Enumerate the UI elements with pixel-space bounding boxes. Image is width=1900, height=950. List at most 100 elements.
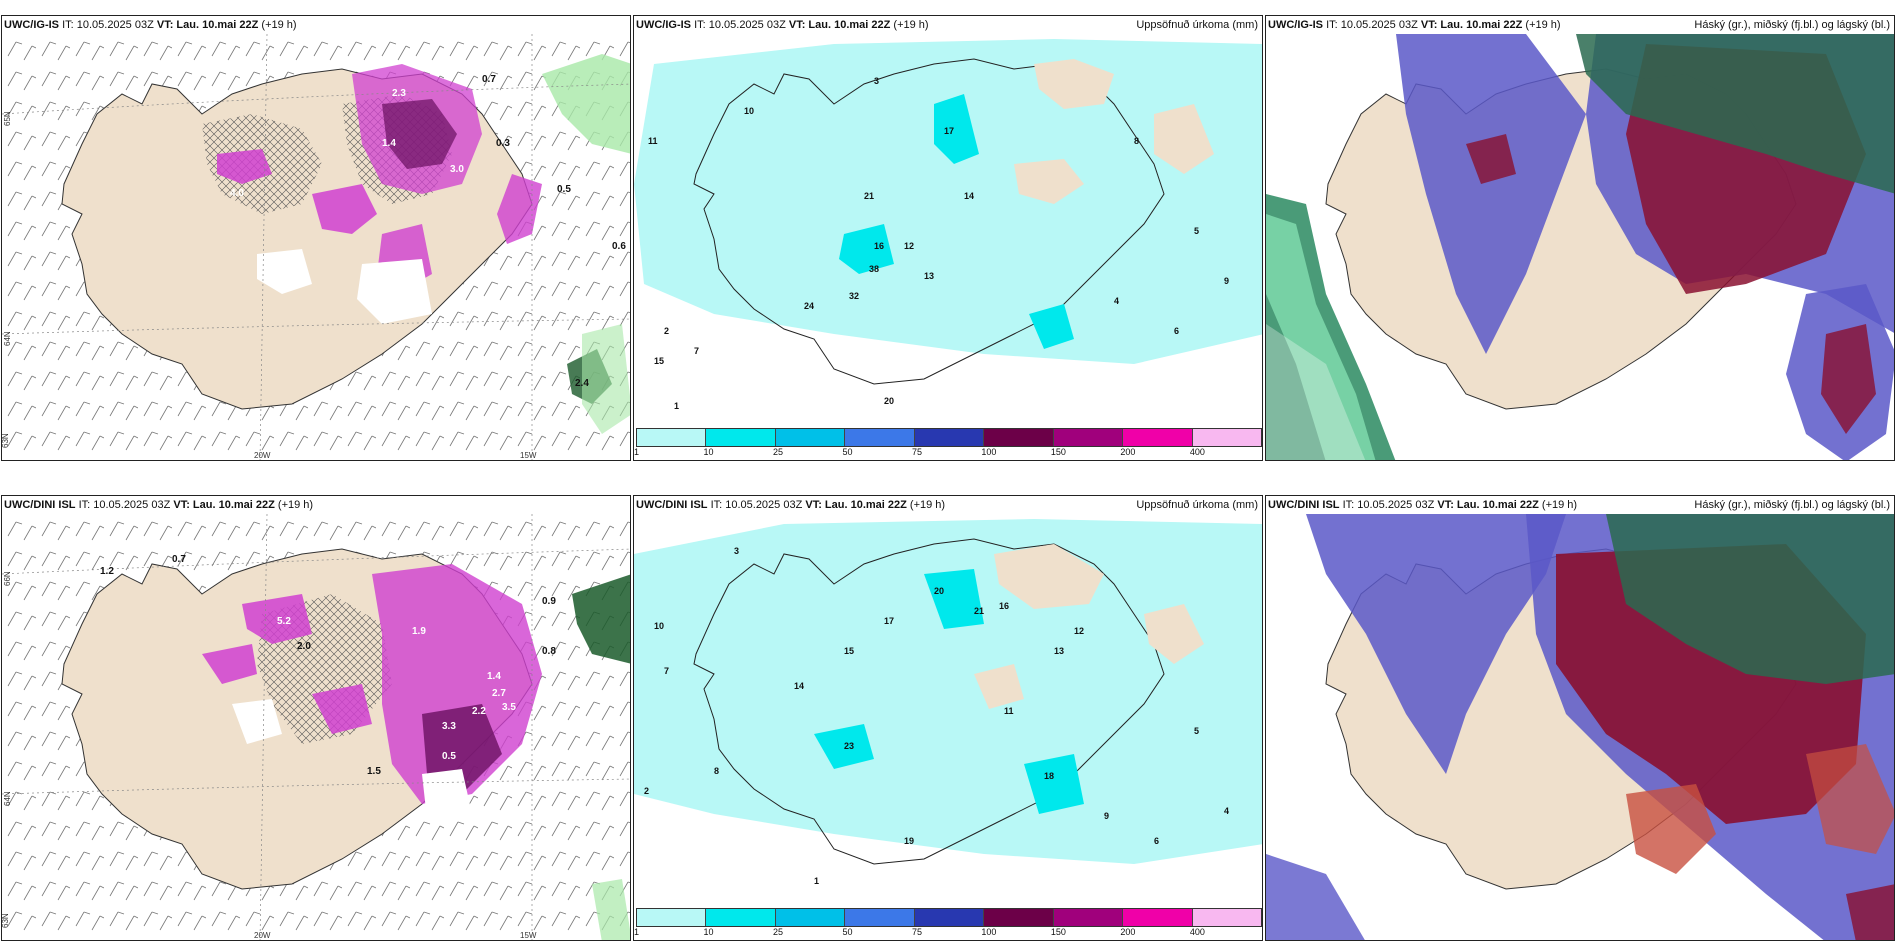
map-value: 1.5 xyxy=(367,766,381,777)
map-value: 0.7 xyxy=(482,74,496,85)
legend-tick: 75 xyxy=(911,927,922,937)
precip-value: 19 xyxy=(904,836,914,846)
cloud-title: Háský (gr.), miðský (fj.bl.) og lágský (… xyxy=(1694,499,1890,511)
legend-swatch xyxy=(775,429,846,446)
lat-label: 64N xyxy=(3,331,12,346)
precip-value: 16 xyxy=(999,601,1009,611)
lead-time: (+19 h) xyxy=(893,19,929,31)
precip-value: 24 xyxy=(804,301,814,311)
lead-time: (+19 h) xyxy=(909,499,946,511)
issue-time: IT: 10.05.2025 03Z xyxy=(62,19,154,31)
legend-swatch xyxy=(637,909,707,926)
legend-swatch xyxy=(845,429,915,446)
legend-tick: 100 xyxy=(981,447,997,457)
precip-value: 13 xyxy=(1054,646,1064,656)
map-value: 1.2 xyxy=(100,566,114,577)
model-name: UWC/IG-IS xyxy=(4,19,59,31)
precip-value: 3 xyxy=(874,76,879,86)
map-value: 2.7 xyxy=(492,688,506,699)
map-value: 1.4 xyxy=(487,671,501,682)
panel-header: UWC/DINI ISL IT: 10.05.2025 03Z VT: Lau.… xyxy=(4,499,626,515)
precip-map: 3 10 20 21 16 17 15 14 12 13 18 23 7 9 5… xyxy=(634,514,1262,904)
precip-value: 9 xyxy=(1224,276,1229,286)
precip-value: 8 xyxy=(1134,136,1139,146)
precip-value: 21 xyxy=(974,606,984,616)
legend-tick: 10 xyxy=(703,447,714,457)
legend-tick: 10 xyxy=(703,927,714,937)
lat-label: 63N xyxy=(2,433,10,448)
legend-swatch xyxy=(1192,909,1261,926)
precip-value: 7 xyxy=(664,666,669,676)
precip-value: 6 xyxy=(1174,326,1179,336)
precip-value: 4 xyxy=(1114,296,1119,306)
panel-bottom-surface: UWC/DINI ISL IT: 10.05.2025 03Z VT: Lau.… xyxy=(1,495,631,941)
legend-swatch xyxy=(1053,909,1124,926)
model-name: UWC/IG-IS xyxy=(636,19,691,31)
model-name: UWC/IG-IS xyxy=(1268,19,1323,31)
precip-value: 38 xyxy=(869,264,879,274)
precip-value: 15 xyxy=(654,356,664,366)
panel-header: UWC/IG-IS IT: 10.05.2025 03Z VT: Lau. 10… xyxy=(1268,19,1890,35)
map-value: 0.7 xyxy=(172,554,186,565)
cloud-title: Háský (gr.), miðský (fj.bl.) og lágský (… xyxy=(1694,19,1890,31)
lead-time: (+19 h) xyxy=(277,499,314,511)
precip-value: 11 xyxy=(1004,706,1014,716)
panel-header: UWC/IG-IS IT: 10.05.2025 03Z VT: Lau. 10… xyxy=(636,19,1258,35)
map-value: 0.5 xyxy=(557,184,571,195)
model-name: UWC/DINI ISL xyxy=(636,499,708,511)
cloud-map xyxy=(1266,34,1894,460)
panel-header: UWC/DINI ISL IT: 10.05.2025 03Z VT: Lau.… xyxy=(1268,499,1890,515)
precip-value: 6 xyxy=(1154,836,1159,846)
legend-tick: 400 xyxy=(1189,447,1205,457)
valid-time: VT: Lau. 10.mai 22Z xyxy=(173,499,275,511)
lead-time: (+19 h) xyxy=(1541,499,1578,511)
precip-value: 1 xyxy=(814,876,819,886)
lead-time: (+19 h) xyxy=(1525,19,1561,31)
precip-value: 12 xyxy=(1074,626,1084,636)
valid-time: VT: Lau. 10.mai 22Z xyxy=(1437,499,1539,511)
precip-value: 13 xyxy=(924,271,934,281)
precip-value: 1 xyxy=(674,401,679,411)
issue-time: IT: 10.05.2025 03Z xyxy=(694,19,786,31)
lon-label: 20W xyxy=(254,451,271,460)
precip-value: 4 xyxy=(1224,806,1229,816)
map-value: 5.2 xyxy=(277,616,291,627)
precip-value: 3 xyxy=(734,546,739,556)
legend-swatch xyxy=(775,909,846,926)
precip-value: 2 xyxy=(664,326,669,336)
legend-tick: 200 xyxy=(1120,447,1136,457)
legend-tick: 100 xyxy=(981,927,997,937)
precip-title: Uppsöfnuð úrkoma (mm) xyxy=(1136,19,1258,31)
legend-tick: 150 xyxy=(1050,447,1066,457)
map-value: 1.4 xyxy=(382,138,396,149)
precip-title: Uppsöfnuð úrkoma (mm) xyxy=(1136,499,1258,511)
legend-swatch xyxy=(1123,909,1193,926)
lat-label: 66N xyxy=(3,571,12,586)
map-value: 2.2 xyxy=(472,706,486,717)
precip-value: 8 xyxy=(714,766,719,776)
panel-top-clouds: UWC/IG-IS IT: 10.05.2025 03Z VT: Lau. 10… xyxy=(1265,15,1895,461)
precip-value: 20 xyxy=(934,586,944,596)
precip-value: 15 xyxy=(844,646,854,656)
legend-swatch xyxy=(984,909,1054,926)
issue-time: IT: 10.05.2025 03Z xyxy=(1326,19,1418,31)
cloud-map xyxy=(1266,514,1894,940)
precip-value: 32 xyxy=(849,291,859,301)
legend-swatch xyxy=(984,429,1054,446)
precip-value: 10 xyxy=(744,106,754,116)
precip-value: 18 xyxy=(1044,771,1054,781)
legend-labels: 1 10 25 50 75 100 150 200 400 xyxy=(634,447,1262,458)
map-value: 2.0 xyxy=(297,641,311,652)
precip-value: 20 xyxy=(884,396,894,406)
precip-value: 12 xyxy=(904,241,914,251)
legend-swatch xyxy=(1053,429,1124,446)
model-name: UWC/DINI ISL xyxy=(4,499,76,511)
legend-swatch xyxy=(914,429,985,446)
lat-label: 63N xyxy=(2,913,10,928)
legend-tick: 50 xyxy=(842,927,853,937)
precip-value: 9 xyxy=(1104,811,1109,821)
map-value: 3.3 xyxy=(442,721,456,732)
precip-value: 10 xyxy=(654,621,664,631)
precip-value: 23 xyxy=(844,741,854,751)
valid-time: VT: Lau. 10.mai 22Z xyxy=(788,19,891,31)
